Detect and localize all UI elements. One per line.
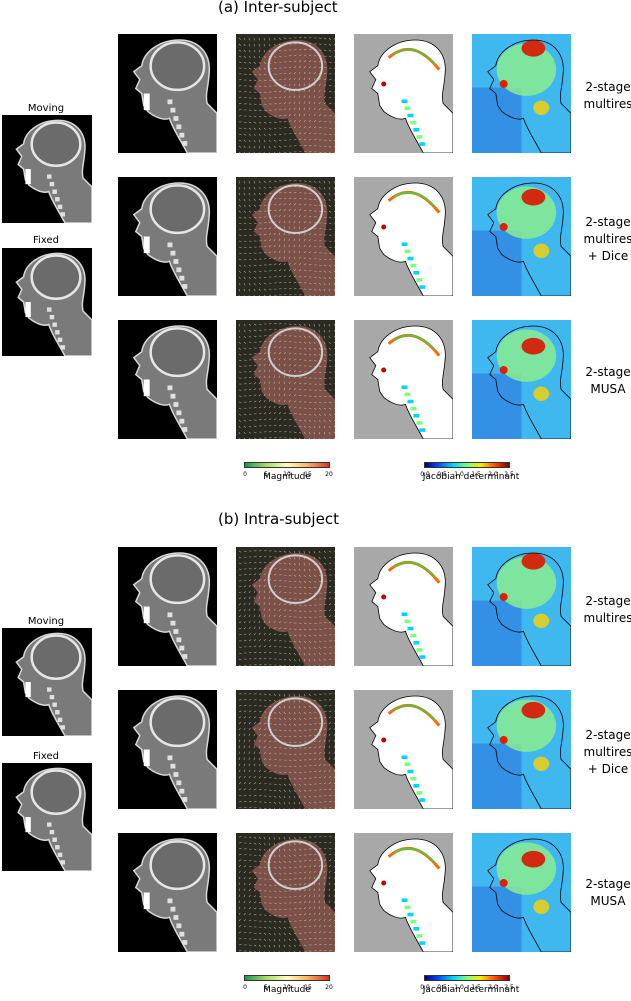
jacobian-gradient (424, 975, 510, 981)
magnitude-label: Magnitude (239, 985, 335, 995)
warped-image (118, 690, 217, 809)
row-label: 2-stage multires (578, 79, 631, 113)
row-label-line: multires (578, 231, 631, 248)
section-b-fixed-image (2, 763, 92, 871)
jacobian-map (354, 833, 453, 952)
warped-image (118, 833, 217, 952)
ct-head-image (118, 177, 217, 296)
jacobian-map (354, 547, 453, 666)
displacement-field (236, 690, 335, 809)
jacobian-image (354, 177, 453, 296)
section-a-fixed-label: Fixed (0, 235, 92, 246)
row-label: 2-stage multires (578, 593, 631, 627)
row-label-line: multires (578, 744, 631, 761)
section-a-fixed-image (2, 248, 92, 356)
heatmap-image (472, 833, 571, 952)
error-map (472, 833, 571, 952)
ct-head-image (2, 115, 92, 223)
warped-image (118, 177, 217, 296)
quiver-image (236, 320, 335, 439)
heatmap-image (472, 690, 571, 809)
jacobian-label: Jacobian determinant (406, 472, 536, 482)
magnitude-label: Magnitude (239, 472, 335, 482)
row-label-line: multires (578, 96, 631, 113)
section-b-moving-image (2, 628, 92, 736)
ct-head-image (118, 833, 217, 952)
heatmap-image (472, 547, 571, 666)
jacobian-image (354, 833, 453, 952)
row-label: 2-stage multires + Dice (578, 214, 631, 265)
row-label-line: MUSA (578, 381, 631, 398)
section-a-title: (a) Inter-subject (218, 0, 338, 16)
row-label: 2-stage multires + Dice (578, 727, 631, 778)
ct-head-image (2, 248, 92, 356)
jacobian-map (354, 690, 453, 809)
warped-image (118, 547, 217, 666)
ct-head-image (118, 547, 217, 666)
quiver-image (236, 177, 335, 296)
quiver-image (236, 833, 335, 952)
quiver-image (236, 34, 335, 153)
row-label-line: 2-stage (578, 79, 631, 96)
row-label-line: 2-stage (578, 876, 631, 893)
row-label-line: + Dice (578, 761, 631, 778)
row-label: 2-stage MUSA (578, 876, 631, 910)
ct-head-image (2, 628, 92, 736)
row-label-line: multires (578, 610, 631, 627)
jacobian-label: Jacobian determinant (406, 985, 536, 995)
displacement-field (236, 547, 335, 666)
section-a-moving-image (2, 115, 92, 223)
magnitude-gradient (244, 975, 330, 981)
ct-head-image (118, 690, 217, 809)
error-map (472, 34, 571, 153)
error-map (472, 690, 571, 809)
jacobian-gradient (424, 462, 510, 468)
section-b-title: (b) Intra-subject (218, 510, 339, 528)
ct-head-image (2, 763, 92, 871)
heatmap-image (472, 177, 571, 296)
heatmap-image (472, 320, 571, 439)
row-label-line: 2-stage (578, 593, 631, 610)
row-label-line: 2-stage (578, 727, 631, 744)
heatmap-image (472, 34, 571, 153)
ct-head-image (118, 320, 217, 439)
error-map (472, 547, 571, 666)
quiver-image (236, 690, 335, 809)
jacobian-image (354, 547, 453, 666)
displacement-field (236, 34, 335, 153)
jacobian-image (354, 34, 453, 153)
jacobian-image (354, 320, 453, 439)
displacement-field (236, 833, 335, 952)
jacobian-image (354, 690, 453, 809)
magnitude-gradient (244, 462, 330, 468)
jacobian-map (354, 34, 453, 153)
warped-image (118, 34, 217, 153)
displacement-field (236, 177, 335, 296)
row-label-line: 2-stage (578, 364, 631, 381)
ct-head-image (118, 34, 217, 153)
jacobian-map (354, 177, 453, 296)
quiver-image (236, 547, 335, 666)
row-label-line: MUSA (578, 893, 631, 910)
warped-image (118, 320, 217, 439)
section-b-fixed-label: Fixed (0, 751, 92, 762)
row-label-line: 2-stage (578, 214, 631, 231)
displacement-field (236, 320, 335, 439)
row-label-line: + Dice (578, 248, 631, 265)
jacobian-map (354, 320, 453, 439)
section-a-moving-label: Moving (0, 103, 92, 114)
row-label: 2-stage MUSA (578, 364, 631, 398)
error-map (472, 177, 571, 296)
section-b-moving-label: Moving (0, 616, 92, 627)
error-map (472, 320, 571, 439)
